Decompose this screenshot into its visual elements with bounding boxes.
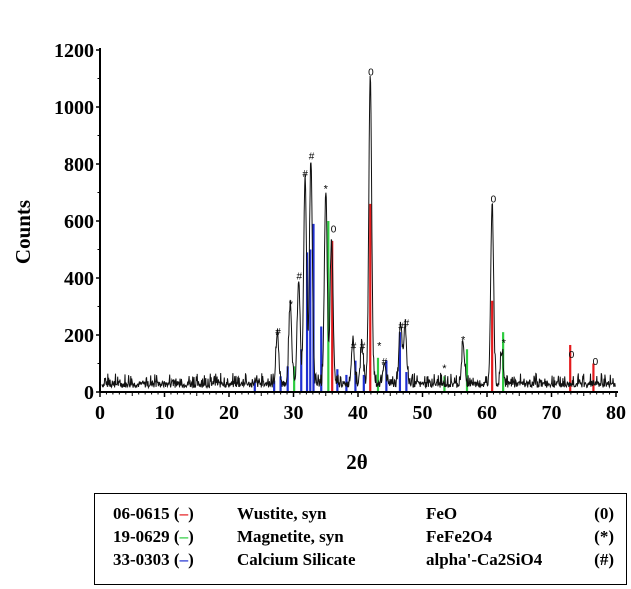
legend-name-magnetite: Magnetite, syn bbox=[237, 527, 344, 546]
legend-name-calcium-silicate: Calcium Silicate bbox=[237, 550, 356, 569]
legend-row-wustite: 06-0615 (–) Wustite, syn FeO (0) bbox=[113, 504, 614, 523]
y-tick-label-3: 600 bbox=[64, 211, 94, 233]
legend-symbol-magnetite: (*) bbox=[594, 527, 614, 546]
peak-marker-8: * bbox=[442, 363, 447, 375]
legend-name-wustite: Wustite, syn bbox=[237, 504, 327, 523]
measured-pattern-line bbox=[101, 75, 616, 390]
peak-marker-2: 0 bbox=[491, 194, 497, 205]
series-06-0615 bbox=[331, 203, 595, 392]
x-tick-label-7: 70 bbox=[542, 402, 562, 424]
legend: 06-0615 (–) Wustite, syn FeO (0) 19-0629… bbox=[94, 493, 627, 585]
peak-marker-0: 0 bbox=[368, 68, 374, 79]
legend-swatch-calcium-silicate: – bbox=[179, 550, 189, 569]
y-tick-label-1: 200 bbox=[64, 325, 94, 347]
legend-swatch-magnetite: – bbox=[179, 527, 189, 546]
x-tick-label-1: 10 bbox=[155, 402, 175, 424]
peak-marker-5: * bbox=[324, 184, 329, 196]
peak-marker-15: # bbox=[351, 341, 357, 352]
peak-marker-10: * bbox=[502, 337, 507, 349]
peak-marker-16: # bbox=[360, 341, 366, 352]
x-tick-label-5: 50 bbox=[413, 402, 433, 424]
x-axis-label: 2θ bbox=[346, 450, 368, 474]
legend-code-magnetite: 19-0629 bbox=[113, 527, 170, 546]
y-tick-label-6: 1200 bbox=[54, 40, 94, 62]
peak-marker-7: * bbox=[377, 340, 382, 352]
legend-swatch-wustite: – bbox=[179, 504, 189, 523]
y-tick-label-4: 800 bbox=[64, 154, 94, 176]
peak-marker-12: # bbox=[302, 169, 308, 180]
peak-marker-14: # bbox=[275, 327, 281, 338]
legend-formula-wustite: FeO bbox=[426, 504, 458, 523]
peak-marker-9: * bbox=[461, 335, 466, 347]
y-tick-label-5: 1000 bbox=[54, 97, 94, 119]
peak-marker-6: * bbox=[289, 299, 294, 311]
legend-code-wustite: 06-0615 bbox=[113, 504, 170, 523]
y-tick-label-2: 400 bbox=[64, 268, 94, 290]
x-tick-label-2: 20 bbox=[219, 402, 239, 424]
y-axis-label: Counts bbox=[11, 200, 35, 264]
peak-marker-3: 0 bbox=[569, 350, 575, 361]
x-tick-label-6: 60 bbox=[477, 402, 497, 424]
legend-symbol-wustite: (0) bbox=[594, 504, 614, 523]
x-tick-label-4: 40 bbox=[348, 402, 368, 424]
peak-marker-13: # bbox=[297, 271, 303, 282]
x-tick-label-3: 30 bbox=[284, 402, 304, 424]
legend-code-calcium-silicate: 33-0303 bbox=[113, 550, 170, 569]
peak-marker-17: # bbox=[382, 357, 388, 368]
peak-marker-19: # bbox=[404, 318, 410, 329]
y-tick-label-0: 0 bbox=[84, 382, 94, 404]
legend-formula-calcium-silicate: alpha'-Ca2SiO4 bbox=[426, 550, 543, 569]
legend-row-calcium-silicate: 33-0303 (–) Calcium Silicate alpha'-Ca2S… bbox=[113, 550, 614, 569]
legend-formula-magnetite: FeFe2O4 bbox=[426, 527, 493, 546]
x-tick-label-8: 80 bbox=[606, 402, 626, 424]
peak-marker-1: 0 bbox=[331, 224, 337, 235]
legend-symbol-calcium-silicate: (#) bbox=[594, 550, 614, 569]
peak-marker-18: # bbox=[398, 321, 404, 332]
x-tick-label-0: 0 bbox=[95, 402, 105, 424]
peak-marker-11: # bbox=[309, 152, 315, 163]
peak-marker-4: 0 bbox=[593, 357, 599, 368]
legend-row-magnetite: 19-0629 (–) Magnetite, syn FeFe2O4 (*) bbox=[113, 527, 614, 546]
